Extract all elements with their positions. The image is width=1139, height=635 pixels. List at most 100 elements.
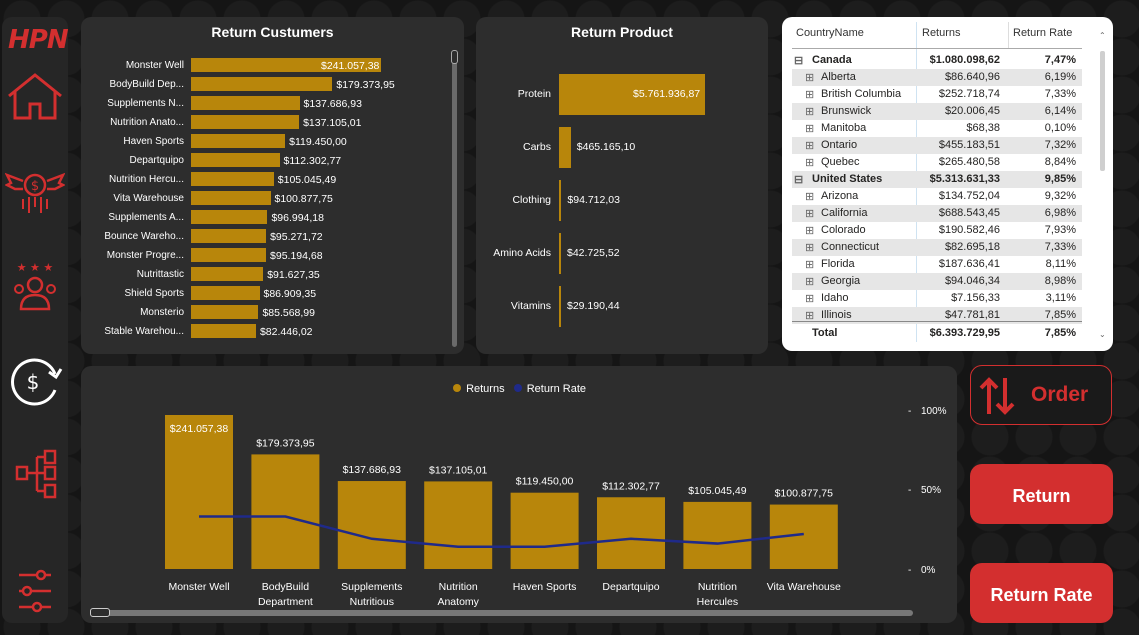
table-row[interactable]: ⊞ Manitoba $68,38 0,10%	[792, 120, 1082, 137]
expand-icon[interactable]: ⊞	[805, 72, 815, 84]
customer-bar-row[interactable]: Monsterio $85.568,99	[81, 305, 441, 320]
table-row[interactable]: ⊞ California $688.543,45 6,98%	[792, 205, 1082, 222]
customer-bar-row[interactable]: Nutrittastic $91.627,35	[81, 267, 441, 282]
expand-icon[interactable]: ⊞	[805, 191, 815, 203]
expand-icon[interactable]: ⊞	[805, 259, 815, 271]
product-bar[interactable]	[559, 74, 705, 115]
product-bar[interactable]	[559, 286, 561, 327]
table-row[interactable]: ⊞ Illinois $47.781,81 7,85%	[792, 307, 1082, 324]
table-row[interactable]: ⊞ Idaho $7.156,33 3,11%	[792, 290, 1082, 307]
customer-bar[interactable]	[191, 305, 259, 319]
scrollbar[interactable]	[452, 50, 457, 347]
customer-label: Nutrition Hercu...	[108, 174, 184, 185]
returns-bar[interactable]	[424, 481, 493, 569]
horizontal-scrollbar-handle[interactable]	[90, 608, 110, 617]
customer-bar[interactable]	[191, 153, 280, 167]
customer-bar-row[interactable]: Departquipo $112.302,77	[81, 153, 441, 168]
customer-bar-row[interactable]: Nutrition Hercu... $105.045,49	[81, 172, 441, 187]
expand-icon[interactable]: ⊞	[805, 106, 815, 118]
nav-customers[interactable]: ★ ★ ★	[2, 257, 68, 313]
table-row[interactable]: ⊞ Georgia $94.046,34 8,98%	[792, 273, 1082, 290]
customer-bar[interactable]	[191, 324, 256, 338]
collapse-icon[interactable]: ⊟	[794, 55, 804, 67]
expand-icon[interactable]: ⊞	[805, 140, 815, 152]
return-rate-line[interactable]	[199, 515, 804, 548]
expand-icon[interactable]: ⊞	[805, 310, 815, 322]
customer-bar-row[interactable]: Monster Progre... $95.194,68	[81, 248, 441, 263]
expand-icon[interactable]: ⊞	[805, 123, 815, 135]
nav-hierarchy[interactable]	[2, 447, 68, 503]
expand-icon[interactable]: ⊞	[805, 225, 815, 237]
returns-bar[interactable]	[165, 415, 233, 569]
table-group-row[interactable]: ⊟ Canada $1.080.098,62 7,47%	[792, 52, 1082, 69]
table-row[interactable]: ⊞ Connecticut $82.695,18 7,33%	[792, 239, 1082, 256]
table-row[interactable]: ⊞ Alberta $86.640,96 6,19%	[792, 69, 1082, 86]
col-header-rate[interactable]: Return Rate	[1013, 27, 1073, 39]
customer-bar[interactable]	[191, 134, 286, 148]
customer-bar-row[interactable]: Monster Well $241.057,38	[81, 58, 441, 73]
table-scrollbar[interactable]: ⌃ ⌄	[1099, 31, 1106, 339]
table-row[interactable]: ⊞ British Columbia $252.718,74 7,33%	[792, 86, 1082, 103]
scroll-up-icon[interactable]: ⌃	[1099, 31, 1106, 40]
return-button[interactable]: Return	[970, 464, 1113, 524]
customer-bar-row[interactable]: Supplements A... $96.994,18	[81, 210, 441, 225]
customer-bar-row[interactable]: Shield Sports $86.909,35	[81, 286, 441, 301]
customer-bar[interactable]	[191, 115, 300, 129]
product-bar[interactable]	[559, 233, 561, 274]
customer-bar-row[interactable]: Supplements N... $137.686,93	[81, 96, 441, 111]
col-header-country[interactable]: CountryName	[796, 27, 864, 39]
customer-bar[interactable]	[191, 267, 264, 281]
bar-value-label: $137.686,93	[343, 464, 402, 476]
return-rate-button[interactable]: Return Rate	[970, 563, 1113, 623]
nav-finance[interactable]: $	[2, 167, 68, 217]
customer-bar-row[interactable]: Haven Sports $119.450,00	[81, 134, 441, 149]
customer-bar-row[interactable]: BodyBuild Dep... $179.373,95	[81, 77, 441, 92]
returns-bar[interactable]	[597, 497, 665, 569]
customer-bar[interactable]	[191, 58, 381, 72]
returns-bar[interactable]	[337, 481, 406, 569]
returns-bar[interactable]	[251, 454, 320, 569]
nav-settings[interactable]	[2, 567, 68, 615]
customer-bar-row[interactable]: Bounce Wareho... $95.271,72	[81, 229, 441, 244]
scrollbar-thumb[interactable]	[1100, 51, 1105, 171]
customer-bar-row[interactable]: Vita Warehouse $100.877,75	[81, 191, 441, 206]
expand-icon[interactable]: ⊞	[805, 276, 815, 288]
table-row[interactable]: ⊞ Brunswick $20.006,45 6,14%	[792, 103, 1082, 120]
customer-bar-row[interactable]: Stable Warehou... $82.446,02	[81, 324, 441, 339]
customer-bar[interactable]	[191, 172, 274, 186]
expand-icon[interactable]: ⊞	[805, 157, 815, 169]
expand-icon[interactable]: ⊞	[805, 293, 815, 305]
returns-bar[interactable]	[510, 492, 579, 569]
nav-returns[interactable]: $	[2, 352, 68, 408]
expand-icon[interactable]: ⊞	[805, 242, 815, 254]
expand-icon[interactable]: ⊞	[805, 89, 815, 101]
row-name: Ontario	[821, 139, 858, 151]
customer-bar[interactable]	[191, 286, 260, 300]
table-row[interactable]: ⊞ Florida $187.636,41 8,11%	[792, 256, 1082, 273]
scroll-down-icon[interactable]: ⌄	[1099, 330, 1106, 339]
collapse-icon[interactable]: ⊟	[794, 174, 804, 186]
table-row[interactable]: ⊞ Colorado $190.582,46 7,93%	[792, 222, 1082, 239]
table-row[interactable]: ⊞ Quebec $265.480,58 8,84%	[792, 154, 1082, 171]
customer-bar[interactable]	[191, 210, 268, 224]
customer-bar-row[interactable]: Nutrition Anato... $137.105,01	[81, 115, 441, 130]
table-group-row[interactable]: ⊟ United States $5.313.631,33 9,85%	[792, 171, 1082, 188]
table-row[interactable]: ⊞ Arizona $134.752,04 9,32%	[792, 188, 1082, 205]
customer-bar[interactable]	[191, 248, 267, 262]
customer-bar[interactable]	[191, 191, 271, 205]
product-bar[interactable]	[559, 180, 562, 221]
scrollbar-handle[interactable]	[451, 50, 458, 64]
customer-bar[interactable]	[191, 77, 333, 91]
table-row[interactable]: ⊞ Ontario $455.183,51 7,32%	[792, 137, 1082, 154]
order-button[interactable]: Order	[970, 365, 1112, 425]
nav-home[interactable]	[2, 72, 68, 122]
customer-bar[interactable]	[191, 96, 300, 110]
expand-icon[interactable]: ⊞	[805, 208, 815, 220]
horizontal-scrollbar[interactable]	[91, 610, 913, 616]
product-label: Vitamins	[510, 300, 551, 312]
col-header-returns[interactable]: Returns	[922, 27, 961, 39]
product-bar[interactable]	[559, 127, 571, 168]
customer-bar[interactable]	[191, 229, 267, 243]
returns-bar[interactable]	[683, 501, 752, 569]
sort-arrows-icon	[979, 377, 1015, 415]
